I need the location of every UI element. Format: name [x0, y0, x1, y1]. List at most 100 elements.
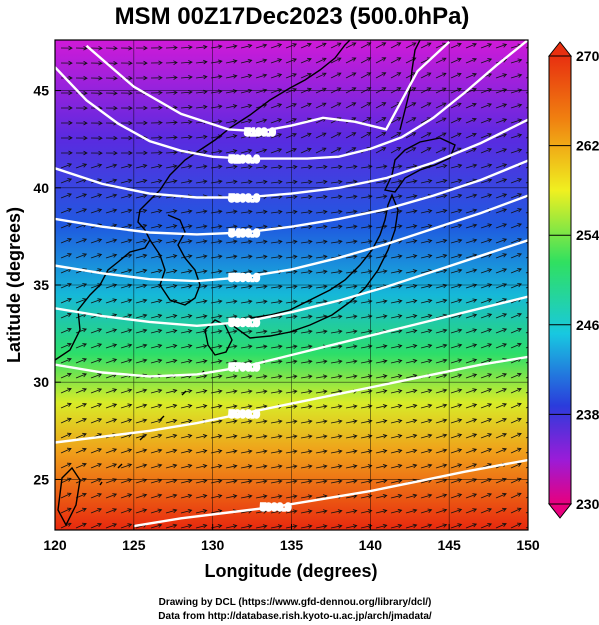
- wind-arrow: [255, 148, 268, 154]
- wind-arrow: [120, 403, 133, 409]
- wind-arrow: [90, 60, 103, 66]
- wind-arrow: [105, 328, 118, 334]
- wind-arrow: [105, 418, 118, 424]
- wind-arrow: [405, 403, 418, 409]
- wind-arrow: [420, 72, 432, 79]
- wind-arrow: [420, 239, 433, 244]
- wind-arrow: [375, 344, 388, 349]
- wind-arrow: [150, 179, 163, 184]
- wind-arrow: [165, 60, 178, 65]
- wind-arrow: [420, 523, 433, 529]
- wind-arrow: [60, 178, 73, 184]
- wind-arrow: [150, 433, 163, 439]
- wind-arrow: [270, 118, 283, 124]
- wind-arrow: [375, 57, 387, 64]
- x-tick-label: 145: [437, 537, 461, 553]
- wind-arrow: [450, 373, 463, 379]
- wind-arrow: [495, 433, 507, 439]
- wind-arrow: [60, 312, 72, 319]
- wind-arrow: [390, 147, 402, 154]
- wind-arrow: [270, 164, 283, 170]
- wind-arrow: [180, 179, 193, 184]
- wind-arrow: [165, 343, 178, 349]
- wind-arrow: [135, 358, 148, 364]
- wind-arrow: [120, 418, 133, 424]
- wind-arrow: [240, 299, 253, 305]
- wind-arrow: [345, 449, 358, 454]
- wind-arrow: [420, 102, 432, 109]
- wind-arrow: [90, 90, 103, 96]
- y-axis-label: Latitude (degrees): [4, 207, 24, 363]
- wind-arrow: [465, 523, 478, 529]
- wind-arrow: [345, 359, 358, 364]
- wind-arrow: [60, 193, 72, 199]
- wind-arrow: [180, 359, 193, 364]
- wind-arrow: [435, 178, 448, 184]
- wind-arrow: [345, 57, 357, 64]
- wind-arrow: [405, 269, 418, 274]
- wind-arrow: [135, 508, 148, 514]
- x-axis: 120 125 130 135 140 145 150: [43, 524, 540, 553]
- wind-arrow: [375, 299, 388, 304]
- wind-arrow: [225, 404, 238, 409]
- wind-arrow: [195, 314, 208, 319]
- wind-arrow: [75, 507, 87, 514]
- wind-arrow: [300, 194, 313, 200]
- wind-arrow: [135, 208, 148, 214]
- wind-arrow: [495, 328, 508, 334]
- contour-line: [55, 159, 528, 236]
- wind-arrow: [390, 254, 403, 259]
- wind-arrow: [330, 329, 343, 334]
- wind-arrow: [495, 193, 508, 199]
- wind-arrow: [420, 388, 433, 394]
- wind-arrow: [315, 42, 327, 49]
- wind-arrow: [420, 147, 432, 154]
- wind-arrow: [195, 164, 208, 169]
- wind-arrow: [420, 463, 433, 469]
- wind-arrow: [300, 224, 313, 230]
- wind-arrow: [345, 72, 357, 79]
- wind-arrow: [120, 90, 133, 96]
- wind-arrow: [330, 419, 343, 424]
- wind-arrow: [135, 60, 148, 66]
- x-tick-label: 140: [359, 537, 383, 553]
- wind-arrow: [480, 148, 492, 154]
- wind-arrow: [165, 523, 178, 529]
- wind-arrow: [435, 418, 448, 424]
- wind-arrow: [465, 72, 477, 79]
- wind-arrow: [255, 404, 268, 409]
- wind-arrow: [285, 88, 297, 94]
- wind-arrow: [165, 329, 178, 334]
- wind-arrow: [510, 73, 523, 79]
- wind-arrow: [240, 479, 253, 484]
- wind-arrow: [255, 284, 268, 290]
- wind-arrow: [225, 389, 238, 394]
- wind-arrow: [225, 359, 238, 364]
- wind-arrow: [465, 433, 478, 439]
- wind-arrow: [420, 313, 433, 319]
- wind-arrow: [105, 238, 118, 244]
- wind-arrow: [495, 163, 508, 169]
- wind-arrow: [435, 117, 447, 124]
- wind-arrow: [255, 299, 268, 305]
- wind-arrow: [255, 524, 268, 529]
- wind-arrow: [90, 208, 103, 214]
- wind-arrow: [75, 90, 88, 96]
- wind-arrow: [255, 479, 268, 484]
- wind-arrow: [135, 178, 148, 184]
- wind-arrow: [465, 268, 478, 274]
- wind-arrow: [255, 344, 268, 349]
- wind-arrow: [405, 254, 418, 259]
- wind-arrow: [465, 117, 477, 124]
- wind-arrow: [375, 72, 387, 79]
- wind-arrow: [435, 208, 448, 214]
- wind-arrow: [61, 90, 73, 96]
- wind-arrow: [90, 463, 102, 469]
- wind-arrow: [420, 358, 433, 364]
- wind-arrow: [90, 193, 103, 199]
- wind-arrow: [300, 419, 313, 424]
- colorbar-label: 246: [576, 317, 599, 333]
- wind-arrow: [165, 269, 178, 274]
- wind-arrow: [135, 298, 148, 304]
- wind-arrow: [345, 329, 358, 334]
